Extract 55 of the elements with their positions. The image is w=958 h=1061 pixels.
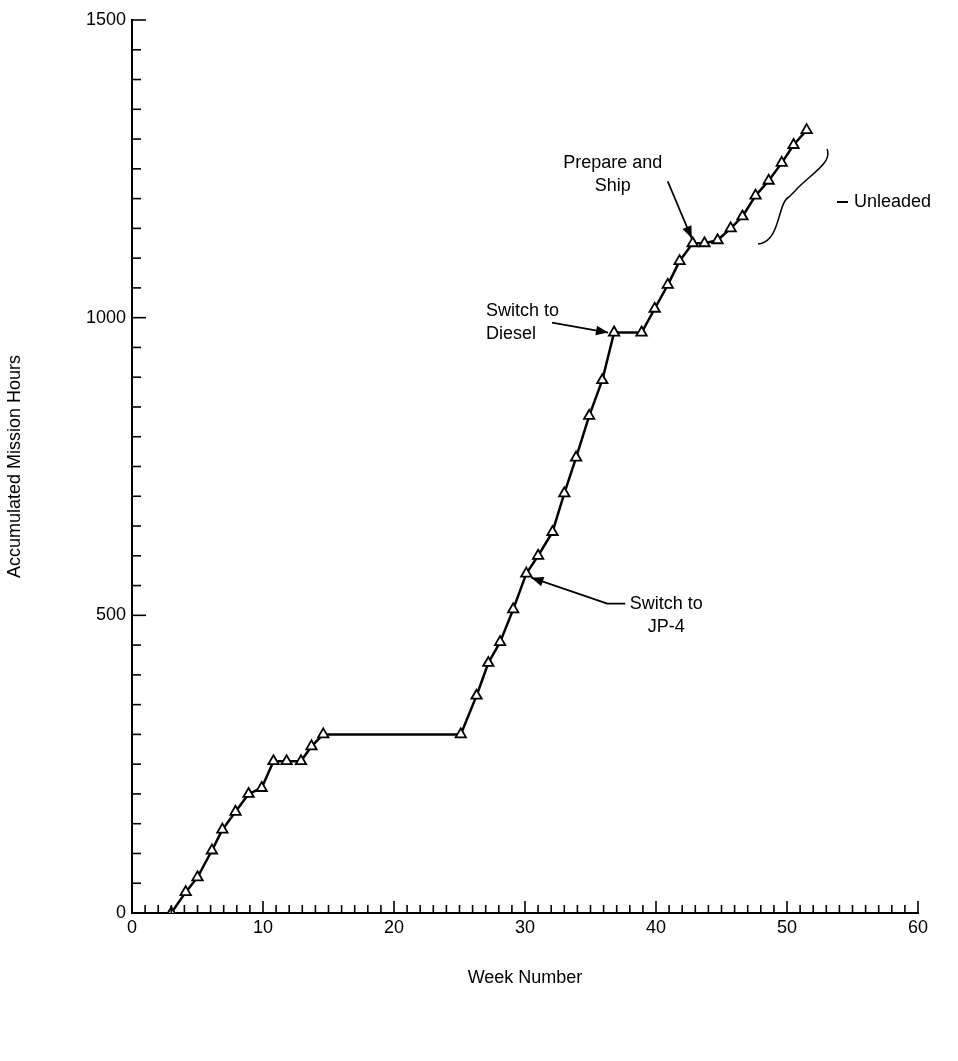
point: [255, 781, 268, 792]
point: [216, 822, 229, 834]
x-tick-label: 30: [514, 916, 536, 937]
point: [749, 188, 762, 200]
point: [635, 325, 648, 337]
point: [648, 301, 661, 313]
point: [520, 566, 533, 578]
point: [711, 233, 724, 245]
x-tick-label: 10: [252, 916, 274, 937]
point: [800, 123, 813, 135]
point: [294, 754, 308, 766]
point: [280, 754, 293, 766]
y-tick-label: 0: [115, 901, 126, 922]
point: [454, 727, 467, 739]
point: [596, 373, 609, 385]
annotation: Switch to Diesel: [486, 299, 560, 343]
point: [507, 602, 520, 614]
point: [205, 843, 219, 855]
point: [686, 236, 699, 248]
point: [762, 173, 775, 185]
point: [229, 804, 242, 816]
point: [191, 870, 204, 882]
point: [242, 787, 255, 798]
point: [724, 221, 737, 233]
point: [698, 236, 711, 248]
point: [583, 409, 596, 420]
point: [267, 754, 280, 766]
annotation: Prepare and Ship: [563, 152, 663, 196]
point: [558, 486, 571, 498]
annotation: Switch to JP-4: [629, 592, 703, 636]
point: [569, 450, 583, 462]
y-axis-title: Accumulated Mission Hours: [3, 354, 24, 579]
point: [661, 278, 674, 289]
x-tick-label: 60: [907, 916, 929, 937]
point: [482, 656, 495, 667]
point: [494, 635, 507, 647]
point: [179, 885, 192, 897]
x-axis-title: Week Number: [467, 967, 583, 988]
point: [673, 254, 686, 266]
point: [546, 525, 559, 536]
x-tick-label: 50: [776, 916, 798, 937]
point: [607, 325, 621, 337]
point: [305, 739, 318, 751]
y-tick-label: 1500: [85, 8, 126, 29]
point: [317, 727, 330, 739]
point: [736, 209, 749, 221]
x-tick-label: 40: [645, 916, 667, 937]
point: [532, 548, 545, 560]
point: [775, 155, 788, 167]
x-tick-label: 20: [383, 916, 405, 937]
point: [470, 688, 483, 700]
point: [787, 138, 800, 149]
annotation: Unleaded: [854, 190, 932, 211]
y-tick-label: 1000: [85, 306, 126, 327]
y-tick-label: 500: [95, 604, 126, 625]
